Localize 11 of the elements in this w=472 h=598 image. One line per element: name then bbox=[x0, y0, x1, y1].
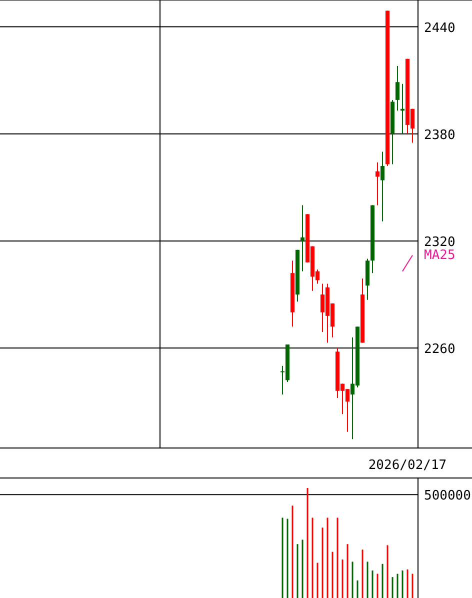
candlestick bbox=[396, 66, 400, 112]
candlestick bbox=[376, 162, 380, 206]
candlestick bbox=[380, 151, 384, 222]
y-tick-label: 2440 bbox=[424, 20, 456, 36]
y-tick-label: 2380 bbox=[424, 128, 456, 143]
text: 500000 bbox=[424, 488, 471, 504]
y-tick-label: 2320 bbox=[424, 234, 456, 250]
x-tick-label: 2026/02/17 bbox=[368, 458, 447, 473]
y-tick-label: 2260 bbox=[424, 342, 456, 358]
candlestick bbox=[300, 204, 304, 272]
series-label: MA25 bbox=[424, 248, 456, 264]
